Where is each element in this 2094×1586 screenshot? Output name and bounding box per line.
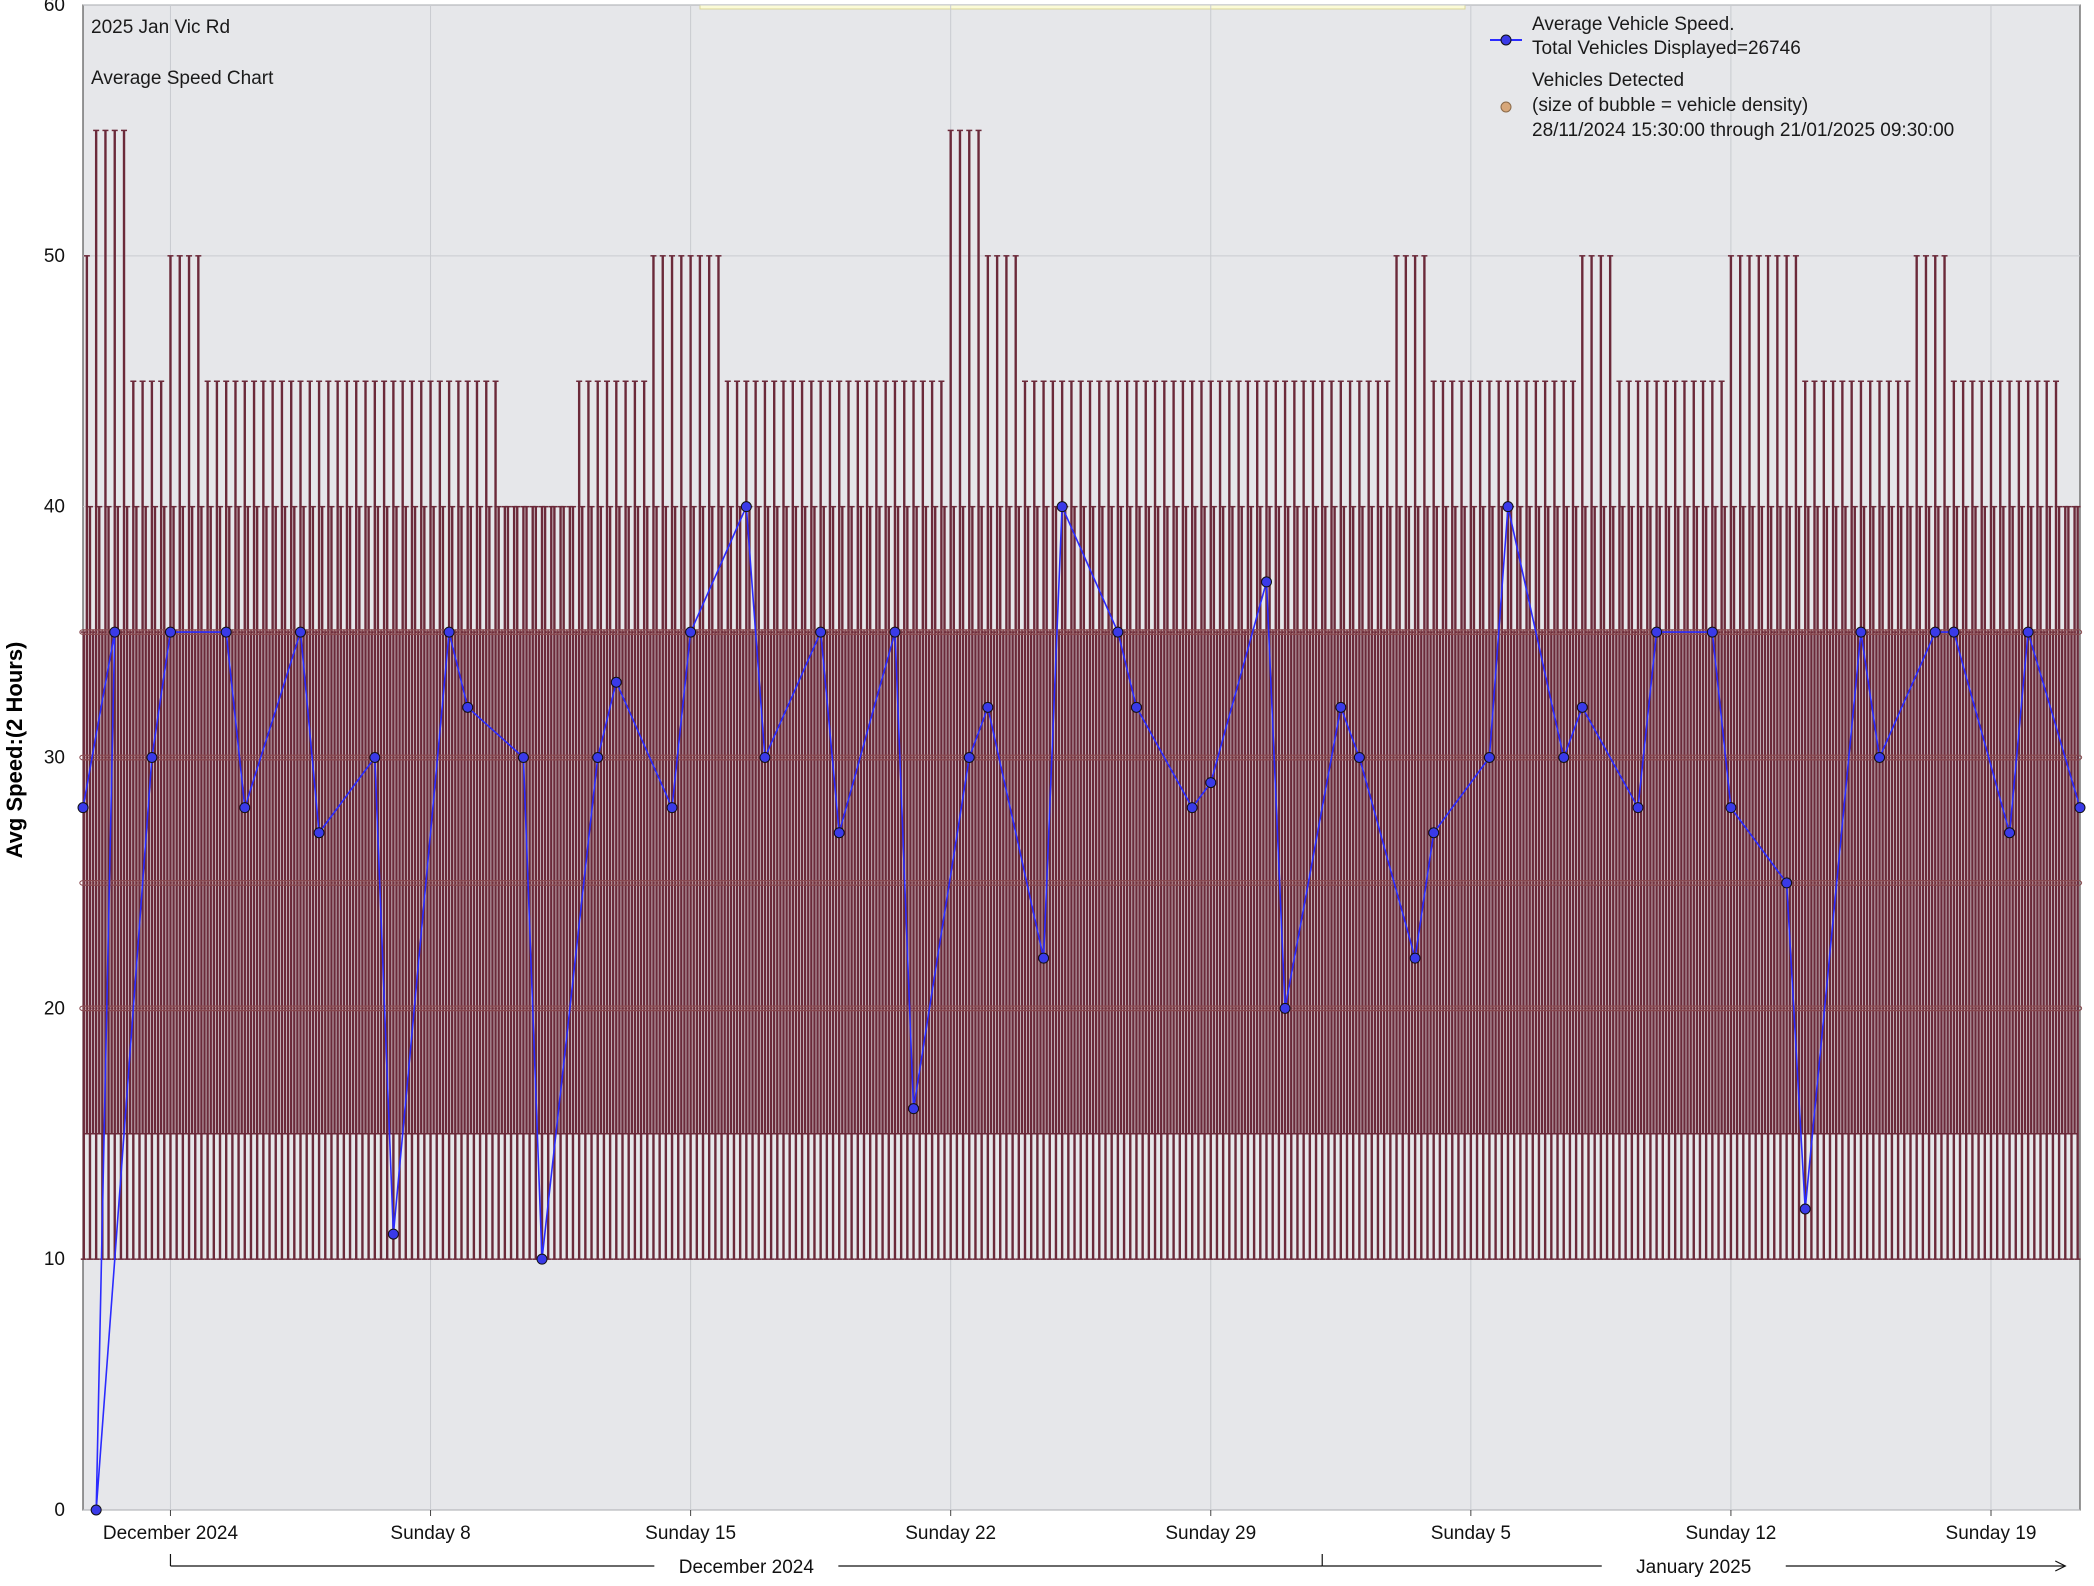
legend-series1-total: Total Vehicles Displayed=26746 (1532, 38, 1801, 59)
average-speed-point (1353, 752, 1365, 763)
legend: Average Vehicle Speed. Total Vehicles Di… (1490, 14, 1954, 141)
average-speed-point (815, 626, 827, 638)
average-speed-point (1799, 1203, 1811, 1215)
x-tick-label: Sunday 19 (1946, 1523, 2037, 1544)
vehicle-bubble (2073, 1005, 2083, 1012)
legend-series1-title: Average Vehicle Speed. (1532, 14, 1734, 35)
average-speed-point (109, 626, 121, 638)
x-tick-label: Sunday 5 (1431, 1523, 1511, 1544)
average-speed-point (1186, 802, 1198, 814)
average-speed-point (1279, 1002, 1291, 1014)
average-speed-point (90, 1504, 102, 1516)
average-speed-point (77, 802, 89, 814)
y-tick-label: 0 (54, 1500, 65, 1521)
vehicle-bubble (2073, 754, 2083, 761)
x-tick-label: Sunday 8 (390, 1523, 470, 1544)
plot-area (77, 4, 2086, 1516)
month-bracket-arrow (2055, 1560, 2067, 1572)
average-speed-point (1706, 626, 1718, 638)
average-speed-point (1781, 877, 1793, 889)
average-speed-point (2074, 802, 2086, 814)
legend-bubble-swatch (1500, 101, 1512, 113)
average-speed-point (387, 1228, 399, 1240)
average-speed-point (889, 626, 901, 638)
y-tick-label: 40 (44, 497, 65, 518)
vehicle-bubble (2073, 629, 2083, 636)
average-speed-point (1576, 701, 1588, 713)
month-label-bg (1601, 1552, 1786, 1578)
average-speed-point (239, 802, 251, 814)
average-speed-point (1874, 752, 1886, 763)
average-speed-point (2004, 827, 2016, 839)
average-speed-point (610, 676, 622, 688)
average-speed-point (1483, 752, 1495, 763)
average-speed-point (740, 501, 752, 513)
month-label-bg (654, 1552, 839, 1578)
average-speed-point (1112, 626, 1124, 638)
x-tick-label: Sunday 22 (905, 1523, 996, 1544)
legend-series2-title: Vehicles Detected (1532, 70, 1684, 91)
chart-titles: 2025 Jan Vic Rd Average Speed Chart (91, 17, 274, 89)
x-tick-label: December 2024 (103, 1523, 239, 1544)
chart-subtitle: Average Speed Chart (91, 68, 274, 89)
average-speed-point (517, 752, 529, 763)
average-speed-point (146, 752, 158, 763)
x-tick-label: Sunday 29 (1165, 1523, 1256, 1544)
average-speed-point (1929, 626, 1941, 638)
average-speed-point (1130, 701, 1142, 713)
average-speed-line (82, 506, 2081, 1511)
month-label: January 2025 (1636, 1557, 1751, 1578)
average-speed-point (462, 701, 474, 713)
average-speed-point (164, 626, 176, 638)
average-speed-point (666, 802, 678, 814)
month-label: December 2024 (679, 1557, 815, 1578)
average-speed-point (295, 626, 307, 638)
average-speed-point (443, 626, 455, 638)
average-speed-point (1502, 501, 1514, 513)
y-tick-label: 10 (44, 1249, 65, 1270)
average-speed-point (313, 827, 325, 839)
vehicle-bubble (2073, 879, 2083, 886)
legend-series2-note: (size of bubble = vehicle density) (1532, 95, 1808, 116)
legend-marker-swatch (1500, 34, 1512, 46)
average-speed-point (1651, 626, 1663, 638)
average-speed-point (536, 1253, 548, 1265)
y-tick-label: 60 (44, 0, 65, 16)
y-tick-label: 30 (44, 748, 65, 769)
y-tick-label: 50 (44, 246, 65, 267)
average-speed-point (2022, 626, 2034, 638)
chart-title: 2025 Jan Vic Rd (91, 17, 230, 38)
y-tick-label: 20 (44, 998, 65, 1019)
highlight-band (699, 4, 1466, 10)
average-speed-point (1632, 802, 1644, 814)
average-speed-point (963, 752, 975, 763)
average-speed-point (1855, 626, 1867, 638)
average-speed-point (908, 1103, 920, 1115)
average-speed-point (1558, 752, 1570, 763)
x-tick-label: Sunday 12 (1685, 1523, 1776, 1544)
average-speed-point (369, 752, 381, 763)
average-speed-point (1948, 626, 1960, 638)
average-speed-point (1260, 576, 1272, 588)
x-tick-label: Sunday 15 (645, 1523, 736, 1544)
average-speed-point (759, 752, 771, 763)
average-speed-point (1038, 952, 1050, 964)
average-speed-point (1409, 952, 1421, 964)
average-speed-point (220, 626, 232, 638)
average-speed-point (982, 701, 994, 713)
average-speed-point (592, 752, 604, 763)
average-speed-point (685, 626, 697, 638)
average-speed-point (1725, 802, 1737, 814)
axes: 0 10 20 30 40 50 60 December 2024 Sunday 8 Sunday… (44, 0, 2067, 1578)
average-speed-point (1428, 827, 1440, 839)
average-speed-point (833, 827, 845, 839)
y-axis-title: Avg Speed:(2 Hours) (2, 642, 27, 859)
average-speed-point (1205, 777, 1217, 789)
average-speed-point (1335, 701, 1347, 713)
legend-series2-range: 28/11/2024 15:30:00 through 21/01/2025 0… (1532, 120, 1954, 141)
average-speed-point (1056, 501, 1068, 513)
